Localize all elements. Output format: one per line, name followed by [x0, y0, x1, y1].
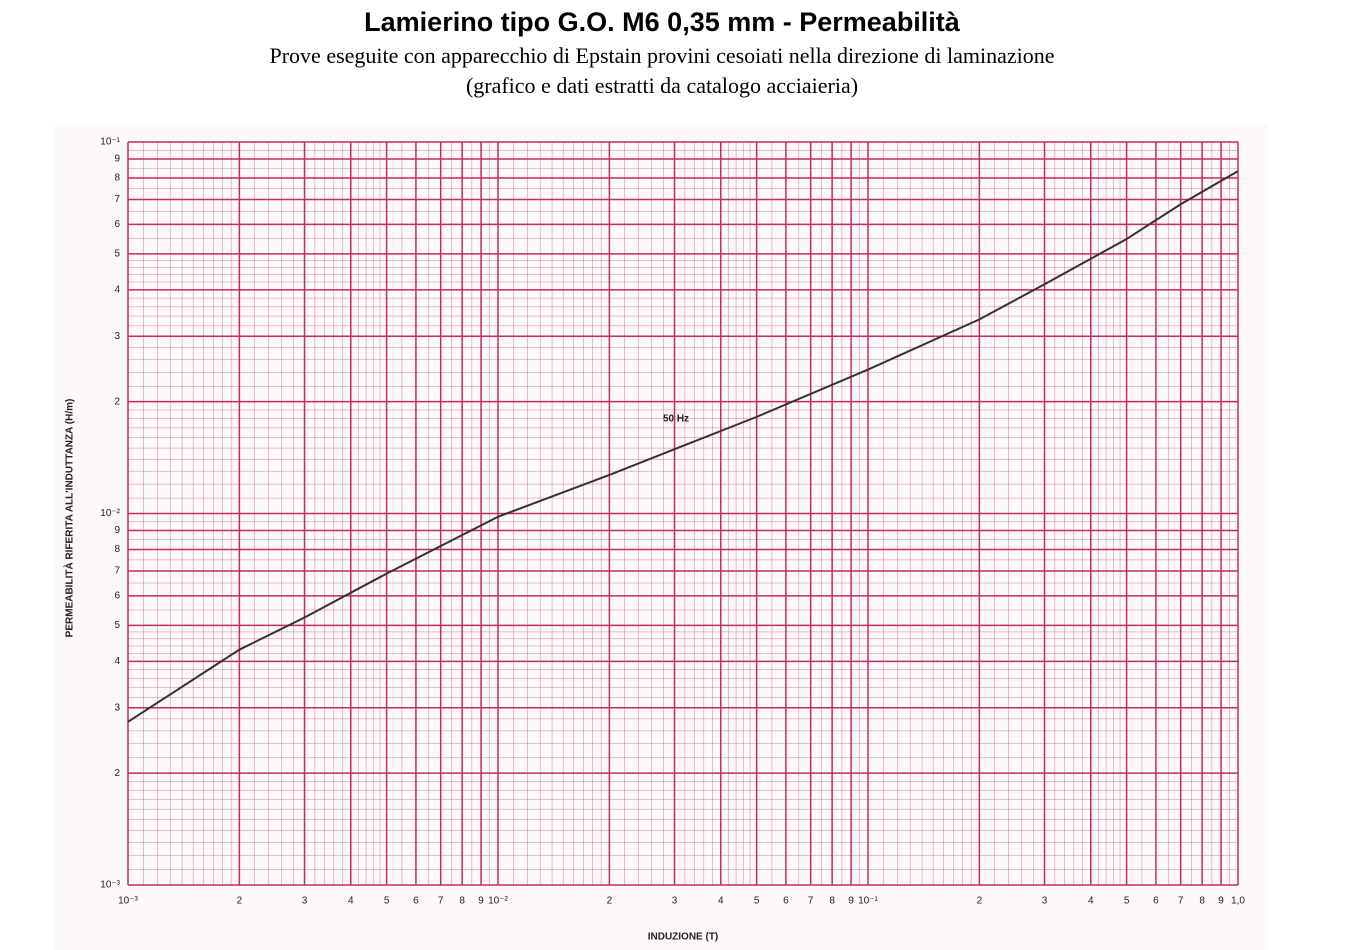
- x-tick-label: 5: [754, 896, 760, 907]
- y-tick-label: 6: [114, 591, 120, 602]
- y-tick-label: 2: [114, 396, 120, 407]
- x-tick-label: 8: [829, 896, 835, 907]
- x-axis-label: INDUZIONE (T): [648, 932, 719, 943]
- x-tick-label: 7: [438, 896, 444, 907]
- y-tick-label: 10⁻²: [100, 508, 120, 519]
- x-tick-label: 9: [848, 896, 854, 907]
- x-tick-label: 2: [607, 896, 613, 907]
- paper: [55, 125, 1268, 950]
- x-tick-label: 8: [1199, 896, 1205, 907]
- x-tick-label: 6: [1153, 896, 1159, 907]
- x-tick-label: 2: [977, 896, 983, 907]
- chart-title: Lamierino tipo G.O. M6 0,35 mm - Permeab…: [364, 7, 961, 37]
- y-tick-label: 6: [114, 219, 120, 230]
- y-tick-label: 10⁻¹: [100, 137, 120, 148]
- x-tick-label: 5: [384, 896, 390, 907]
- y-tick-label: 2: [114, 768, 120, 779]
- x-tick-label: 9: [478, 896, 484, 907]
- y-tick-label: 7: [114, 566, 120, 577]
- y-tick-label: 9: [114, 154, 120, 165]
- annotation: 50 Hz: [663, 414, 689, 425]
- y-tick-label: 5: [114, 248, 120, 259]
- y-tick-label: 3: [114, 331, 120, 342]
- x-tick-label: 5: [1124, 896, 1130, 907]
- y-tick-label: 9: [114, 525, 120, 536]
- x-tick-label: 8: [459, 896, 465, 907]
- chart-subtitle: Prove eseguite con apparecchio di Epstai…: [270, 43, 1055, 68]
- y-tick-label: 8: [114, 544, 120, 555]
- y-tick-label: 3: [114, 702, 120, 713]
- x-tick-label: 3: [302, 896, 308, 907]
- x-tick-label: 10⁻²: [488, 896, 508, 907]
- x-tick-label: 7: [1178, 896, 1184, 907]
- x-tick-label: 9: [1218, 896, 1224, 907]
- x-tick-label: 7: [808, 896, 814, 907]
- data-line: [127, 170, 1239, 723]
- chart-subtitle: (grafico e dati estratti da catalogo acc…: [466, 73, 858, 98]
- x-tick-label: 6: [783, 896, 789, 907]
- x-tick-label: 4: [718, 896, 724, 907]
- y-tick-label: 8: [114, 173, 120, 184]
- y-tick-label: 10⁻³: [100, 880, 120, 891]
- y-tick-label: 5: [114, 620, 120, 631]
- y-tick-label: 7: [114, 194, 120, 205]
- y-tick-label: 4: [114, 656, 120, 667]
- y-axis-label: PERMEABILITÀ RIFERITA ALL'INDUTTANZA (H/…: [63, 399, 76, 638]
- x-tick-label: 6: [413, 896, 419, 907]
- x-tick-label: 4: [348, 896, 354, 907]
- x-tick-label: 2: [237, 896, 243, 907]
- x-tick-label: 3: [672, 896, 678, 907]
- x-tick-label: 3: [1042, 896, 1048, 907]
- x-tick-label: 1,0: [1231, 896, 1245, 907]
- y-tick-label: 4: [114, 284, 120, 295]
- x-tick-label: 10⁻¹: [858, 896, 878, 907]
- x-tick-label: 10⁻³: [118, 896, 138, 907]
- x-tick-label: 4: [1088, 896, 1094, 907]
